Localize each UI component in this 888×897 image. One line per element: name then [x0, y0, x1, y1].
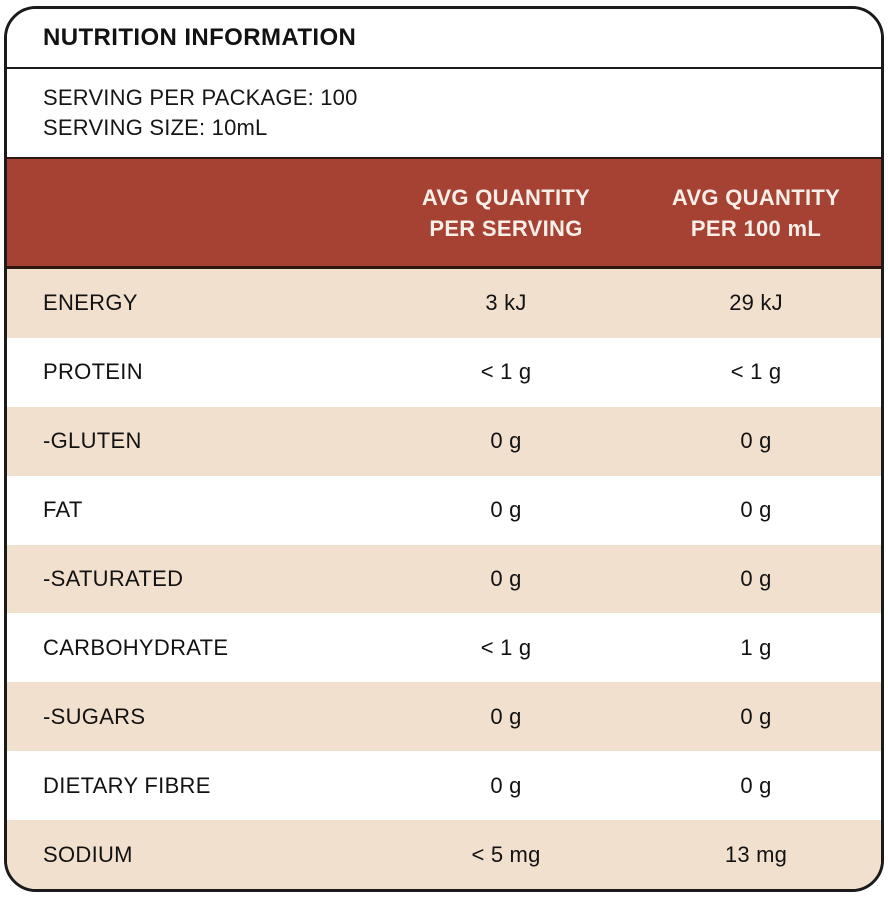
value-per-100ml: 13 mg: [724, 841, 788, 867]
value-per-serving: 0 g: [490, 703, 522, 729]
table-row-protein: PROTEIN < 1 g < 1 g: [7, 337, 881, 407]
nutrition-table-body: ENERGY 3 kJ 29 kJ PROTEIN < 1 g < 1 g -G…: [7, 269, 881, 889]
panel-header: NUTRITION INFORMATION: [7, 9, 881, 69]
column-header-per-serving: AVG QUANTITY PER SERVING: [421, 184, 591, 241]
nutrient-label: -SUGARS: [43, 703, 146, 729]
value-per-serving: 0 g: [490, 566, 522, 591]
value-per-serving: < 1 g: [480, 359, 532, 385]
value-per-100ml: 0 g: [740, 703, 772, 729]
value-per-100ml: 0 g: [740, 428, 772, 454]
serving-per-package: SERVING PER PACKAGE: 100: [43, 85, 358, 110]
value-per-100ml: 0 g: [740, 772, 772, 798]
table-row-fat: FAT 0 g 0 g: [7, 475, 881, 545]
value-per-serving: < 1 g: [480, 634, 532, 660]
value-per-serving: < 5 mg: [471, 841, 541, 867]
value-per-100ml: < 1 g: [730, 359, 782, 385]
nutrient-label: FAT: [43, 497, 83, 523]
nutrient-label: ENERGY: [43, 290, 138, 316]
nutrient-label: SODIUM: [43, 841, 133, 867]
table-row-energy: ENERGY 3 kJ 29 kJ: [7, 269, 881, 338]
nutrition-panel: NUTRITION INFORMATION SERVING PER PACKAG…: [4, 6, 884, 892]
value-per-serving: 0 g: [490, 772, 522, 798]
nutrient-label: PROTEIN: [43, 359, 143, 385]
value-per-100ml: 29 kJ: [729, 290, 783, 316]
value-per-serving: 0 g: [490, 428, 522, 454]
table-column-headers: AVG QUANTITY PER SERVING AVG QUANTITY PE…: [7, 157, 881, 269]
value-per-100ml: 0 g: [740, 566, 772, 591]
value-per-100ml: 0 g: [740, 497, 772, 523]
table-row-gluten: -GLUTEN 0 g 0 g: [7, 406, 881, 476]
serving-size: SERVING SIZE: 10mL: [43, 115, 268, 140]
table-row-carbohydrate: CARBOHYDRATE < 1 g 1 g: [7, 613, 881, 683]
value-per-serving: 0 g: [490, 497, 522, 523]
nutrient-label: -SATURATED: [43, 566, 184, 591]
column-header-per-100ml: AVG QUANTITY PER 100 mL: [671, 184, 841, 241]
value-per-100ml: 1 g: [740, 634, 772, 660]
nutrient-label: DIETARY FIBRE: [43, 772, 211, 798]
table-row-saturated: -SATURATED 0 g 0 g: [7, 544, 881, 614]
value-per-serving: 3 kJ: [485, 290, 527, 316]
nutrient-label: -GLUTEN: [43, 428, 142, 454]
serving-info: SERVING PER PACKAGE: 100 SERVING SIZE: 1…: [7, 69, 881, 157]
nutrient-label: CARBOHYDRATE: [43, 634, 229, 660]
table-row-sugars: -SUGARS 0 g 0 g: [7, 682, 881, 752]
panel-title: NUTRITION INFORMATION: [43, 24, 357, 51]
table-row-dietary-fibre: DIETARY FIBRE 0 g 0 g: [7, 751, 881, 821]
table-row-sodium: SODIUM < 5 mg 13 mg: [7, 820, 881, 889]
